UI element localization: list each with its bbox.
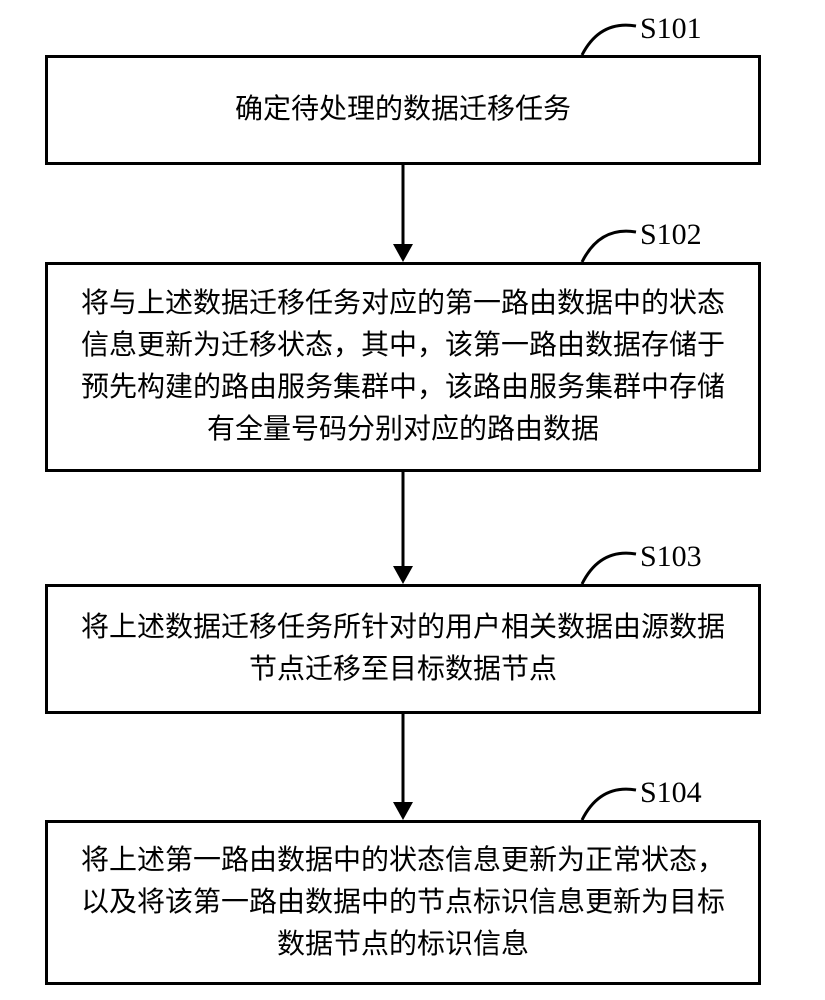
- step-box-s103: 将上述数据迁移任务所针对的用户相关数据由源数据节点迁移至目标数据节点: [45, 584, 761, 714]
- arrow-head-1: [393, 244, 413, 262]
- step-box-s101: 确定待处理的数据迁移任务: [45, 55, 761, 165]
- arrow-line-1: [402, 165, 405, 244]
- step-box-s102: 将与上述数据迁移任务对应的第一路由数据中的状态信息更新为迁移状态，其中，该第一路…: [45, 262, 761, 472]
- step-label-s102: S102: [640, 218, 702, 252]
- arrow-head-2: [393, 566, 413, 584]
- step-text: 将与上述数据迁移任务对应的第一路由数据中的状态信息更新为迁移状态，其中，该第一路…: [68, 283, 738, 451]
- step-text: 将上述数据迁移任务所针对的用户相关数据由源数据节点迁移至目标数据节点: [68, 607, 738, 691]
- step-label-s104: S104: [640, 776, 702, 810]
- arrow-line-2: [402, 472, 405, 566]
- step-text: 确定待处理的数据迁移任务: [235, 89, 571, 131]
- arrow-line-3: [402, 714, 405, 802]
- step-text: 将上述第一路由数据中的状态信息更新为正常状态，以及将该第一路由数据中的节点标识信…: [68, 840, 738, 966]
- arrow-head-3: [393, 802, 413, 820]
- step-label-s103: S103: [640, 540, 702, 574]
- step-label-s101: S101: [640, 12, 702, 46]
- step-box-s104: 将上述第一路由数据中的状态信息更新为正常状态，以及将该第一路由数据中的节点标识信…: [45, 820, 761, 985]
- flowchart-canvas: 确定待处理的数据迁移任务 S101 将与上述数据迁移任务对应的第一路由数据中的状…: [0, 0, 825, 1000]
